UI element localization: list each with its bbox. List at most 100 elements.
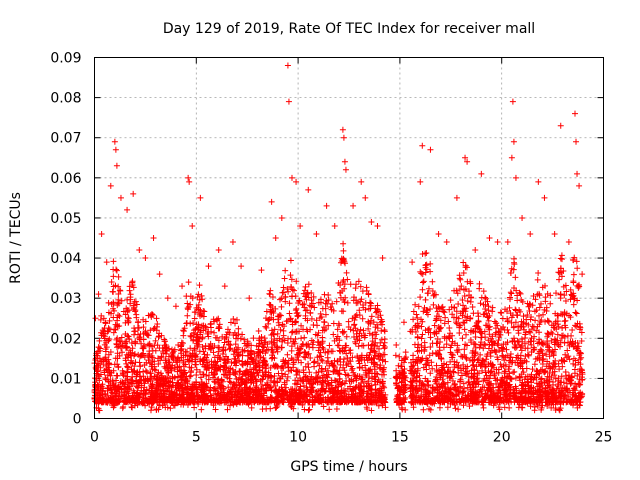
scatter-point: [357, 326, 364, 333]
scatter-point: [115, 300, 122, 307]
scatter-point: [123, 305, 130, 312]
scatter-point: [223, 353, 230, 360]
scatter-point: [302, 283, 309, 290]
scatter-point: [274, 330, 281, 337]
scatter-point: [521, 334, 528, 341]
scatter-point: [526, 307, 533, 314]
scatter-point: [118, 334, 125, 341]
scatter-point: [186, 353, 193, 360]
scatter-point: [482, 364, 489, 371]
scatter-point: [325, 322, 332, 329]
scatter-point: [460, 302, 467, 309]
scatter-point: [570, 301, 577, 308]
scatter-point: [534, 403, 541, 410]
scatter-point: [444, 385, 451, 392]
scatter-point: [543, 351, 550, 358]
scatter-point: [420, 364, 427, 371]
scatter-point: [280, 332, 287, 339]
scatter-point: [101, 369, 108, 376]
scatter-point: [301, 334, 308, 341]
scatter-point: [306, 302, 313, 309]
scatter-point: [510, 255, 517, 262]
scatter-point: [426, 390, 433, 397]
scatter-point: [224, 329, 231, 336]
scatter-point: [133, 311, 140, 318]
scatter-point: [534, 388, 541, 395]
scatter-point: [460, 380, 467, 387]
scatter-point: [342, 342, 349, 349]
scatter-point: [427, 329, 434, 336]
scatter-point: [486, 375, 493, 382]
scatter-point: [212, 406, 219, 413]
scatter-point: [152, 347, 159, 354]
scatter-point: [510, 324, 517, 331]
scatter-point: [224, 406, 231, 413]
scatter-point: [271, 326, 278, 333]
scatter-point: [341, 367, 348, 374]
scatter-point: [503, 387, 510, 394]
scatter-point: [333, 298, 340, 305]
scatter-point: [295, 387, 302, 394]
scatter-point: [275, 370, 282, 377]
scatter-point: [573, 323, 580, 330]
scatter-point: [344, 360, 351, 367]
scatter-point: [281, 323, 288, 330]
scatter-point: [299, 341, 306, 348]
scatter-point: [546, 360, 553, 367]
scatter-point: [190, 319, 197, 326]
scatter-point: [460, 388, 467, 395]
scatter-point: [365, 342, 372, 349]
scatter-point: [180, 401, 187, 408]
scatter-point: [414, 333, 421, 340]
scatter-point: [442, 314, 449, 321]
scatter-point: [378, 316, 385, 323]
scatter-point: [573, 397, 580, 404]
scatter-point: [572, 380, 579, 387]
scatter-point: [239, 331, 246, 338]
scatter-point: [455, 300, 462, 307]
scatter-point: [196, 296, 203, 303]
scatter-point: [329, 300, 336, 307]
scatter-point: [110, 273, 117, 280]
scatter-point: [314, 354, 321, 361]
scatter-point: [497, 309, 504, 316]
scatter-point: [437, 325, 444, 332]
scatter-point: [356, 312, 363, 319]
scatter-point: [407, 378, 414, 385]
scatter-point: [291, 287, 298, 294]
scatter-point: [417, 294, 424, 301]
scatter-point: [243, 386, 250, 393]
scatter-point: [113, 267, 120, 274]
scatter-point: [520, 313, 527, 320]
scatter-point: [248, 342, 255, 349]
scatter-point: [455, 315, 462, 322]
scatter-point: [444, 379, 451, 386]
scatter-point: [576, 352, 583, 359]
scatter-point: [198, 406, 205, 413]
scatter-point: [561, 333, 568, 340]
scatter-point: [435, 323, 442, 330]
scatter-point: [518, 360, 525, 367]
scatter-point: [450, 314, 457, 321]
scatter-point: [163, 350, 170, 357]
scatter-point: [277, 375, 284, 382]
scatter-point: [412, 322, 419, 329]
scatter-point: [554, 321, 561, 328]
scatter-point: [101, 390, 108, 397]
scatter-point: [281, 381, 288, 388]
scatter-point: [377, 312, 384, 319]
scatter-point: [401, 370, 408, 377]
scatter-point: [264, 379, 271, 386]
scatter-point: [287, 272, 294, 279]
scatter-point: [355, 343, 362, 350]
scatter-point: [148, 363, 155, 370]
scatter-point: [154, 355, 161, 362]
scatter-point: [236, 351, 243, 358]
scatter-point: [267, 308, 274, 315]
scatter-point: [525, 388, 532, 395]
scatter-point: [409, 328, 416, 335]
scatter-point: [284, 286, 291, 293]
scatter-point: [537, 399, 544, 406]
y-tick-label: 0.04: [50, 251, 81, 267]
